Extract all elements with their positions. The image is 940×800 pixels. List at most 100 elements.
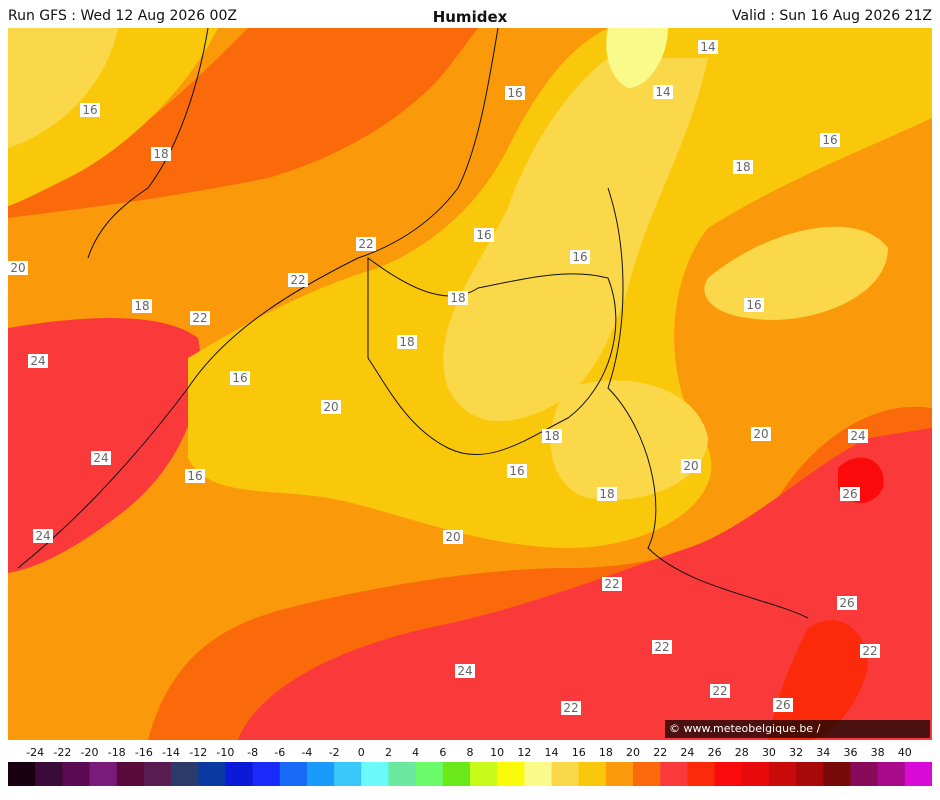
legend-swatch [116,762,145,786]
colour-legend [8,762,932,786]
contour-label: 18 [599,487,614,501]
south-hot-region [238,428,932,740]
legend-tick-label: 4 [412,746,420,759]
legend-tick-label: -10 [216,746,235,759]
contour-label: 16 [232,371,247,385]
legend-tick-label: -4 [301,746,313,759]
contour-label: 16 [746,298,761,312]
map-title: Humidex [432,8,508,26]
contour-label: 18 [134,299,149,313]
contour-label: 22 [192,311,207,325]
legend-tick-label: 20 [626,746,641,759]
contour-label-box [698,40,718,54]
contour-label-box [185,469,205,483]
contour-label: 24 [30,354,45,368]
contour-label: 14 [700,40,715,54]
contour-label: 16 [572,250,587,264]
contour-label-box [28,354,48,368]
contour-label-box [507,464,527,478]
legend-swatch [8,762,36,786]
contour-label: 26 [775,698,790,712]
legend-tick-label: 38 [870,746,885,759]
coastline-france [17,28,499,569]
legend-tick-label: 32 [789,746,804,759]
legend-swatch [823,762,851,786]
contour-label-box [190,311,210,325]
legend-swatch [741,762,770,786]
legend-tick-label: 36 [843,746,858,759]
contour-label-box [710,684,730,698]
contour-label-box [33,529,53,543]
legend-tick-label: 28 [734,746,749,759]
legend-swatch [225,762,254,786]
contour-label-box [837,596,857,610]
contour-label-box [230,371,250,385]
contour-label-box [474,228,494,242]
germany-cool-region [704,226,888,320]
legend-tick-label: 40 [897,746,912,759]
contour-label-box [356,237,376,251]
legend-swatch [171,762,199,786]
legend-tick-label: 30 [761,746,776,759]
contour-label-box [820,133,840,147]
contour-label-box [151,147,171,161]
contour-labels: 14 14 16 16 16 16 16 16 16 16 16 18 18 18 18 18 18 18 20 20… [8,40,880,715]
contour-label: 20 [445,530,460,544]
legend-tick-label: 26 [707,746,722,759]
legend-swatch [470,762,498,786]
legend-swatch [796,762,824,786]
legend-swatch [633,762,661,786]
legend-tick-label: -20 [80,746,99,759]
legend-tick-label: 6 [439,746,447,759]
contour-label: 18 [450,291,465,305]
legend-swatch [660,762,688,786]
contour-label-box [751,427,771,441]
legend-swatch [497,762,525,786]
legend-swatch [388,762,417,786]
contour-label: 22 [862,644,877,658]
legend-swatch [578,762,607,786]
legend-swatch [877,762,906,786]
contour-label: 18 [153,147,168,161]
contour-label: 16 [822,133,837,147]
contour-label: 18 [399,335,414,349]
legend-swatch [334,762,362,786]
contour-label-box [570,250,590,264]
contour-label-box [733,160,753,174]
channel-band [8,28,478,218]
contour-label-box [80,103,100,117]
legend-tick-label: 8 [466,746,474,759]
contour-label: 24 [457,664,472,678]
contour-label-box [288,273,308,287]
coastline-england [87,28,209,259]
legend-swatch [551,762,580,786]
contour-label-box [455,664,475,678]
legend-swatch [89,762,118,786]
legend-swatch [143,762,172,786]
contour-label-box [397,335,417,349]
contour-label-box [8,261,28,275]
legend-swatch [850,762,879,786]
legend-swatch [62,762,91,786]
credit-banner: © www.meteobelgique.be / www.meteobelgie… [665,720,930,753]
border-germany [607,187,809,619]
humidex-map: 14 14 16 16 16 16 16 16 16 16 16 18 18 18 18 18 18 18 20 20… [8,28,932,740]
contour-label-box [602,577,622,591]
legend-swatch [904,762,932,786]
contour-label: 20 [683,459,698,473]
legend-swatch [687,762,716,786]
contour-label-box [773,698,793,712]
contour-label: 22 [358,237,373,251]
contour-label: 22 [654,640,669,654]
legend-tick-label: 16 [571,746,586,759]
legend-tick-label: -16 [134,746,153,759]
contour-label: 16 [187,469,202,483]
contour-label-box [652,640,672,654]
contour-label-box [848,429,868,443]
legend-tick-label: -6 [274,746,286,759]
contour-label-box [443,530,463,544]
legend-swatch [524,762,553,786]
legend-swatch [714,762,743,786]
legend-tick-label: -2 [328,746,340,759]
contour-label-box [561,701,581,715]
